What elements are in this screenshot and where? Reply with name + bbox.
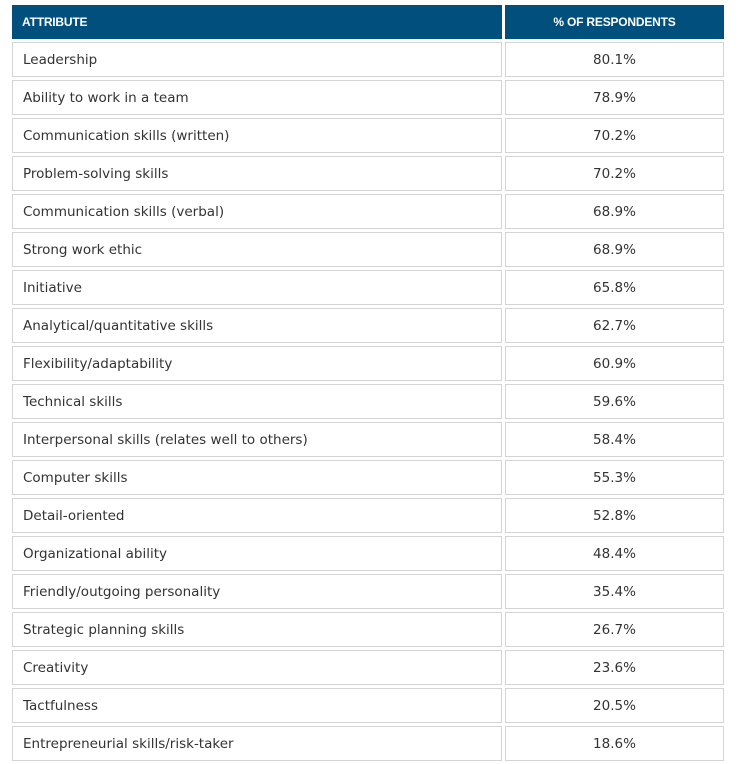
table-row: Organizational ability 48.4% <box>12 536 724 571</box>
percent-cell: 68.9% <box>505 232 724 267</box>
table-row: Analytical/quantitative skills 62.7% <box>12 308 724 343</box>
percent-cell: 80.1% <box>505 42 724 77</box>
attribute-cell: Strategic planning skills <box>12 612 502 647</box>
attributes-table-container: ATTRIBUTE % OF RESPONDENTS Leadership 80… <box>9 2 727 764</box>
percent-cell: 65.8% <box>505 270 724 305</box>
percent-cell: 18.6% <box>505 726 724 761</box>
percent-cell: 78.9% <box>505 80 724 115</box>
table-row: Technical skills 59.6% <box>12 384 724 419</box>
table-row: Entrepreneurial skills/risk-taker 18.6% <box>12 726 724 761</box>
table-row: Creativity 23.6% <box>12 650 724 685</box>
attribute-cell: Problem-solving skills <box>12 156 502 191</box>
attribute-cell: Flexibility/adaptability <box>12 346 502 381</box>
attribute-cell: Creativity <box>12 650 502 685</box>
percent-cell: 26.7% <box>505 612 724 647</box>
attribute-cell: Analytical/quantitative skills <box>12 308 502 343</box>
percent-cell: 23.6% <box>505 650 724 685</box>
attributes-table: ATTRIBUTE % OF RESPONDENTS Leadership 80… <box>9 2 727 764</box>
attribute-cell: Interpersonal skills (relates well to ot… <box>12 422 502 457</box>
attribute-cell: Leadership <box>12 42 502 77</box>
attribute-cell: Computer skills <box>12 460 502 495</box>
table-row: Leadership 80.1% <box>12 42 724 77</box>
table-row: Communication skills (verbal) 68.9% <box>12 194 724 229</box>
table-row: Communication skills (written) 70.2% <box>12 118 724 153</box>
percent-cell: 35.4% <box>505 574 724 609</box>
table-row: Interpersonal skills (relates well to ot… <box>12 422 724 457</box>
percent-cell: 70.2% <box>505 156 724 191</box>
header-attribute: ATTRIBUTE <box>12 5 502 39</box>
attribute-cell: Initiative <box>12 270 502 305</box>
table-row: Strategic planning skills 26.7% <box>12 612 724 647</box>
attribute-cell: Entrepreneurial skills/risk-taker <box>12 726 502 761</box>
attribute-cell: Technical skills <box>12 384 502 419</box>
percent-cell: 48.4% <box>505 536 724 571</box>
table-row: Ability to work in a team 78.9% <box>12 80 724 115</box>
table-row: Problem-solving skills 70.2% <box>12 156 724 191</box>
percent-cell: 62.7% <box>505 308 724 343</box>
table-row: Initiative 65.8% <box>12 270 724 305</box>
table-row: Flexibility/adaptability 60.9% <box>12 346 724 381</box>
table-row: Tactfulness 20.5% <box>12 688 724 723</box>
attribute-cell: Communication skills (verbal) <box>12 194 502 229</box>
attribute-cell: Detail-oriented <box>12 498 502 533</box>
attribute-cell: Ability to work in a team <box>12 80 502 115</box>
header-percent-of-respondents: % OF RESPONDENTS <box>505 5 724 39</box>
percent-cell: 20.5% <box>505 688 724 723</box>
percent-cell: 52.8% <box>505 498 724 533</box>
percent-cell: 60.9% <box>505 346 724 381</box>
attribute-cell: Organizational ability <box>12 536 502 571</box>
table-header-row: ATTRIBUTE % OF RESPONDENTS <box>12 5 724 39</box>
attribute-cell: Friendly/outgoing personality <box>12 574 502 609</box>
table-row: Friendly/outgoing personality 35.4% <box>12 574 724 609</box>
attribute-cell: Tactfulness <box>12 688 502 723</box>
percent-cell: 55.3% <box>505 460 724 495</box>
attribute-cell: Communication skills (written) <box>12 118 502 153</box>
table-row: Strong work ethic 68.9% <box>12 232 724 267</box>
percent-cell: 68.9% <box>505 194 724 229</box>
attribute-cell: Strong work ethic <box>12 232 502 267</box>
table-body: Leadership 80.1% Ability to work in a te… <box>12 42 724 761</box>
table-row: Computer skills 55.3% <box>12 460 724 495</box>
table-row: Detail-oriented 52.8% <box>12 498 724 533</box>
percent-cell: 59.6% <box>505 384 724 419</box>
percent-cell: 70.2% <box>505 118 724 153</box>
percent-cell: 58.4% <box>505 422 724 457</box>
